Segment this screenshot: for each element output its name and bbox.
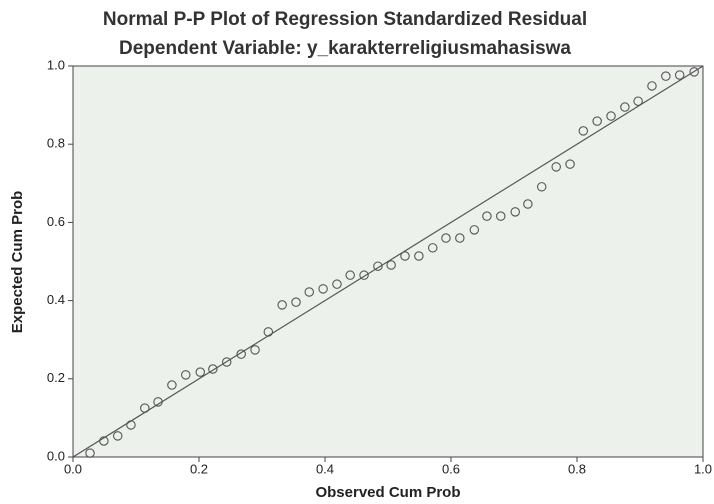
point xyxy=(633,96,643,106)
point xyxy=(85,448,95,458)
y-axis-label: Expected Cum Prob xyxy=(9,191,26,334)
point xyxy=(277,300,287,310)
point xyxy=(496,211,506,221)
point xyxy=(510,207,521,217)
point xyxy=(99,436,109,446)
y-tick-label: 0.6 xyxy=(47,214,65,229)
point xyxy=(373,261,383,271)
y-tick-label: 0.4 xyxy=(47,292,65,307)
point xyxy=(523,199,533,209)
x-axis-label: Observed Cum Prob xyxy=(315,484,460,501)
point xyxy=(167,380,177,390)
point xyxy=(674,70,685,80)
point xyxy=(195,367,206,377)
x-tick-label: 0.0 xyxy=(64,461,82,476)
point xyxy=(455,233,465,243)
point xyxy=(126,420,136,430)
point xyxy=(620,102,630,112)
point xyxy=(153,397,163,407)
y-tick-label: 0.8 xyxy=(47,136,65,151)
point xyxy=(578,126,589,136)
point xyxy=(318,284,328,294)
point xyxy=(551,162,561,172)
point xyxy=(208,364,218,374)
point xyxy=(427,243,438,253)
point xyxy=(661,71,671,81)
point xyxy=(606,111,616,121)
point xyxy=(647,81,657,91)
point xyxy=(250,345,260,355)
point xyxy=(400,251,410,261)
point xyxy=(469,225,480,235)
point xyxy=(414,251,424,261)
point xyxy=(345,270,355,280)
point xyxy=(140,403,150,413)
y-tick-label: 0.2 xyxy=(47,370,65,385)
x-tick-label: 0.8 xyxy=(568,461,586,476)
point xyxy=(112,431,123,441)
point xyxy=(181,370,191,380)
x-tick-label: 1.0 xyxy=(694,461,712,476)
point xyxy=(359,270,369,280)
point xyxy=(565,159,575,169)
point xyxy=(221,357,232,367)
point xyxy=(386,260,396,270)
point xyxy=(689,67,699,77)
point xyxy=(291,297,301,307)
point xyxy=(236,349,246,359)
point xyxy=(441,233,451,243)
x-tick-label: 0.6 xyxy=(442,461,460,476)
chart-subtitle: Dependent Variable: y_karakterreligiusma… xyxy=(119,38,571,59)
chart-title: Normal P-P Plot of Regression Standardiz… xyxy=(103,9,587,30)
point xyxy=(332,279,342,289)
x-tick-label: 0.4 xyxy=(316,461,334,476)
point xyxy=(482,211,492,221)
point xyxy=(592,116,602,126)
point xyxy=(263,327,274,337)
point xyxy=(536,182,547,192)
y-tick-label: 1.0 xyxy=(47,57,65,72)
x-tick-label: 0.2 xyxy=(190,461,208,476)
y-tick-label: 0.0 xyxy=(47,448,65,463)
point xyxy=(304,287,314,297)
